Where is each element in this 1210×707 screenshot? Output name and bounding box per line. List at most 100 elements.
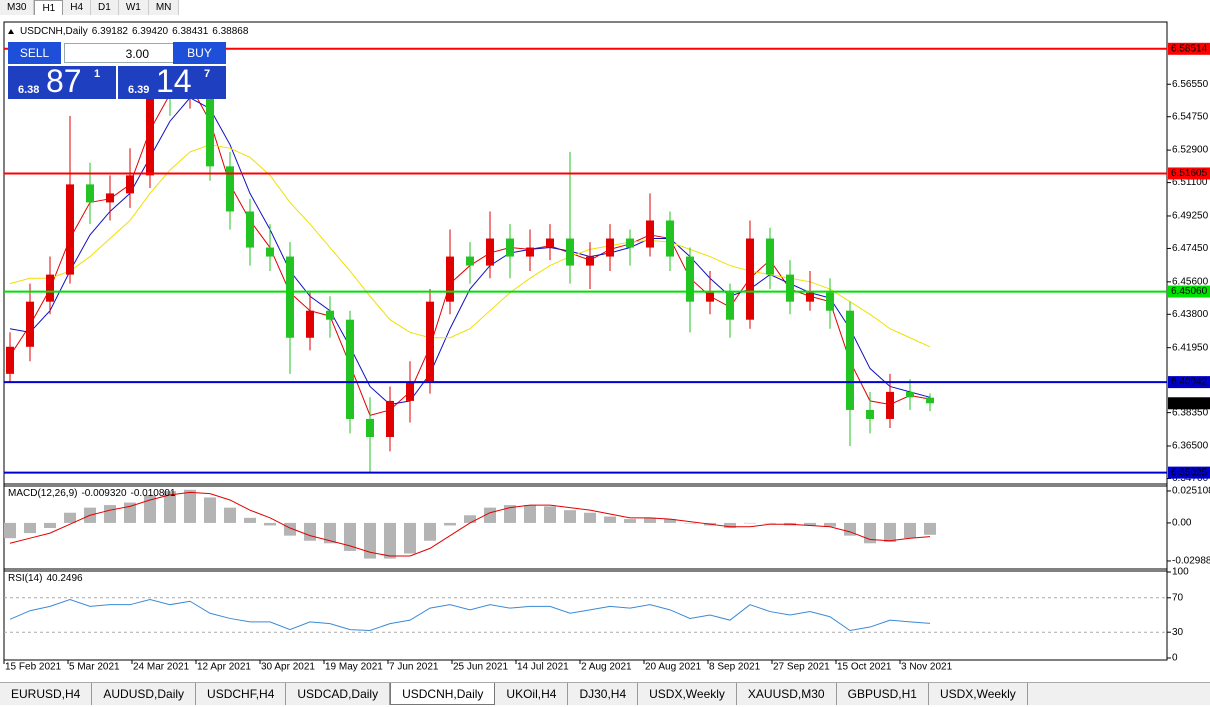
level-label-bg [1168,42,1210,55]
y-tick-label: 6.56550 [1172,79,1209,90]
buy-button[interactable]: BUY [173,42,226,64]
chart-tab[interactable]: GBPUSD,H1 [837,683,929,705]
timeframe-button[interactable]: M30 [0,0,35,15]
histogram-bar [804,522,816,526]
ohlc-value: 6.39420 [132,26,169,37]
candle-body [866,409,874,419]
histogram-bar [164,491,176,523]
y-tick-label: 6.41950 [1172,342,1209,353]
timeframe-button[interactable]: MN [149,0,180,15]
price-pips: 14 [156,63,192,99]
x-tick-label: 14 Jul 2021 [517,662,569,673]
histogram-bar [344,522,356,551]
x-tick-label: 5 Mar 2021 [69,662,120,673]
chart-tab[interactable]: DJ30,H4 [568,683,639,705]
ask-price[interactable]: 6.39 14 7 [118,63,226,99]
candle-body [786,274,794,302]
candle-body [466,256,474,266]
histogram-bar [564,510,576,523]
candle-body [226,166,234,212]
moving-average [9,144,931,348]
level-label: 6.40042 [1171,377,1208,388]
rsi-line [9,598,931,632]
timeframe-button[interactable]: D1 [91,0,119,15]
candle-body [206,67,214,167]
timeframe-button[interactable]: H1 [34,0,64,15]
timeframe-button[interactable]: W1 [119,0,149,15]
candle-body [146,76,154,176]
y-tick-label: 6.54750 [1172,111,1209,122]
histogram-bar [624,519,636,523]
candle-body [506,238,514,257]
histogram-bar [464,515,476,523]
histogram-bar [64,512,76,523]
timeframe-toolbar: M30 H1 H4 D1 W1 MN [0,0,180,15]
candle-body [246,211,254,248]
candle-body [606,238,614,257]
chart-tab[interactable]: USDCAD,Daily [286,683,391,705]
candle-body [446,256,454,302]
x-tick-label: 2 Aug 2021 [581,662,632,673]
histogram-bar [924,522,936,535]
chart-tab[interactable]: USDCNH,Daily [390,683,496,705]
y-tick-label: 6.43800 [1172,309,1209,320]
histogram-bar [104,505,116,523]
candle-body [46,274,54,302]
candle-body [386,400,394,437]
level-label: 6.45060 [1171,286,1208,297]
x-tick-label: 15 Oct 2021 [837,662,892,673]
histogram-bar [304,522,316,541]
histogram-bar [124,502,136,523]
histogram-bar [224,507,236,523]
timeframe-button[interactable]: H4 [63,0,92,15]
candle-body [826,292,834,311]
level-label-bg [1168,285,1210,298]
histogram-bar [424,522,436,541]
histogram-bar [504,505,516,523]
candle-body [66,184,74,275]
level-label: 6.35025 [1171,467,1208,478]
chart-tab[interactable]: USDCHF,H4 [196,683,287,705]
chart: 6.56550 6.54750 6.52900 6.51100 6.49250 6.474… [3,21,1210,673]
chart-tab[interactable]: EURUSD,H4 [0,683,93,705]
candle-body [906,391,914,398]
y-tick-label: 0.025108 [1172,486,1210,497]
x-tick-label: 19 May 2021 [325,662,383,673]
histogram-bar [404,522,416,554]
candle-body [926,397,934,404]
histogram-bar [584,512,596,523]
chart-frame [3,21,1168,661]
histogram-bar [144,494,156,523]
candle-body [6,346,14,374]
lot-input[interactable]: 3.00 [64,43,180,63]
candle-body [806,292,814,302]
candle-body [326,310,334,320]
chart-tab[interactable]: USDX,Weekly [638,683,737,705]
price-big: 6.39 [128,84,150,96]
bid-price[interactable]: 6.38 87 1 [8,63,116,99]
y-tick-label: 100 [1172,567,1189,578]
y-tick-label: 6.36500 [1172,441,1209,452]
chart-header: USDCNH,Daily 6.39182 6.39420 6.38431 6.38868 [20,26,249,37]
chart-tab[interactable]: USDX,Weekly [929,683,1028,705]
x-tick-label: 27 Sep 2021 [773,662,830,673]
chart-tab[interactable]: UKOil,H4 [495,683,569,705]
indicator-value: -0.009320 [81,488,126,499]
candle-body [426,301,434,383]
candle-body [766,238,774,275]
histogram-bar [884,522,896,543]
chart-tab[interactable]: XAUUSD,M30 [737,683,837,705]
indicator-header: RSI(14) 40.2496 [8,573,83,584]
current-price-bg [1168,397,1210,410]
histogram-bar [204,497,216,523]
candle-body [126,175,134,194]
sell-button[interactable]: SELL [8,42,61,64]
x-tick-label: 8 Sep 2021 [709,662,761,673]
indicator-title: RSI(14) [8,573,42,584]
candle-body [586,256,594,266]
histogram-bar [444,522,456,526]
level-label-bg [1168,376,1210,389]
chart-tab[interactable]: AUDUSD,Daily [92,683,197,705]
histogram-bar [824,522,836,527]
